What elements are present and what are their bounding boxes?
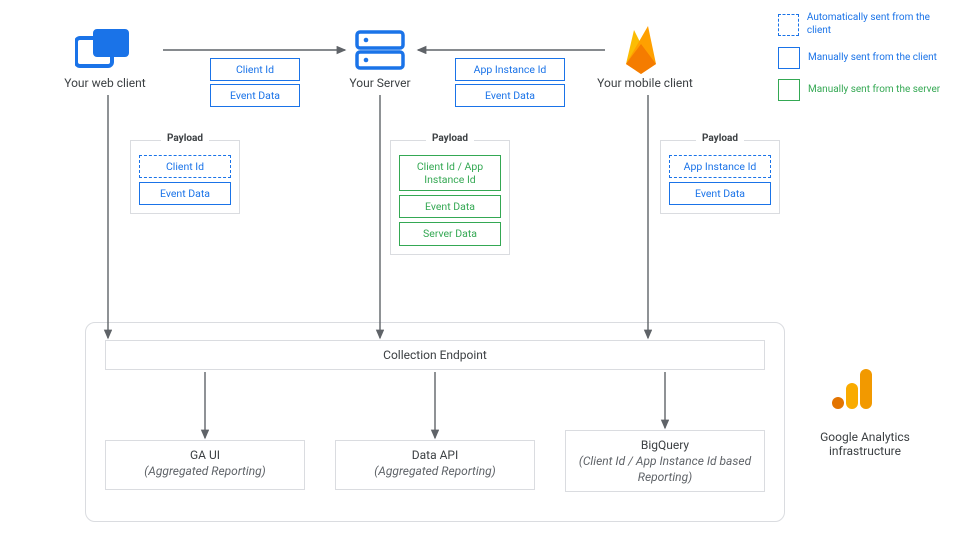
firebase-icon (620, 24, 662, 79)
legend-item-manual-client: Manually sent from the client (778, 47, 948, 69)
payload-server: Payload Client Id / App Instance Id Even… (390, 140, 510, 255)
output-title: GA UI (114, 447, 296, 463)
minibox-event-data: Event Data (455, 84, 565, 107)
minibox-event-data: Event Data (669, 182, 771, 205)
payload-label: Payload (161, 133, 209, 144)
flow-right-boxes: App Instance Id Event Data (455, 58, 565, 107)
ga-infrastructure-label: Google Analytics infrastructure (800, 430, 930, 458)
server-label: Your Server (335, 76, 425, 90)
mobile-client-label: Your mobile client (590, 76, 700, 90)
legend-label: Automatically sent from the client (807, 12, 948, 37)
output-data-api: Data API (Aggregated Reporting) (335, 440, 535, 490)
legend-label: Manually sent from the server (808, 84, 940, 97)
minibox-client-id: Client Id (139, 155, 231, 178)
collection-endpoint-label: Collection Endpoint (383, 347, 487, 363)
minibox-client-or-app-id: Client Id / App Instance Id (399, 155, 501, 191)
output-subtitle: (Client Id / App Instance Id based Repor… (579, 454, 751, 484)
diagram-canvas: Automatically sent from the client Manua… (0, 0, 960, 540)
minibox-server-data: Server Data (399, 222, 501, 245)
legend-swatch-auto (778, 14, 799, 36)
web-client-label: Your web client (55, 76, 155, 90)
minibox-event-data: Event Data (139, 182, 231, 205)
output-subtitle: (Aggregated Reporting) (374, 464, 495, 478)
minibox-app-instance-id: App Instance Id (455, 58, 565, 81)
server-icon (355, 28, 405, 75)
legend-item-manual-server: Manually sent from the server (778, 79, 948, 101)
payload-label: Payload (696, 133, 744, 144)
output-title: BigQuery (574, 437, 756, 453)
output-subtitle: (Aggregated Reporting) (144, 464, 265, 478)
payload-web: Payload Client Id Event Data (130, 140, 240, 214)
payload-mobile: Payload App Instance Id Event Data (660, 140, 780, 214)
legend-label: Manually sent from the client (808, 52, 937, 65)
minibox-event-data: Event Data (210, 84, 300, 107)
flow-left-boxes: Client Id Event Data (210, 58, 300, 107)
web-client-icon (75, 28, 133, 75)
collection-endpoint-box: Collection Endpoint (105, 340, 765, 370)
output-bigquery: BigQuery (Client Id / App Instance Id ba… (565, 430, 765, 492)
minibox-client-id: Client Id (210, 58, 300, 81)
legend: Automatically sent from the client Manua… (778, 12, 948, 111)
legend-swatch-manual-client (778, 47, 800, 69)
minibox-event-data: Event Data (399, 195, 501, 218)
legend-item-auto-client: Automatically sent from the client (778, 12, 948, 37)
output-title: Data API (344, 447, 526, 463)
payload-label: Payload (426, 133, 474, 144)
google-analytics-icon (830, 365, 878, 416)
output-ga-ui: GA UI (Aggregated Reporting) (105, 440, 305, 490)
legend-swatch-manual-server (778, 79, 800, 101)
minibox-app-instance-id: App Instance Id (669, 155, 771, 178)
